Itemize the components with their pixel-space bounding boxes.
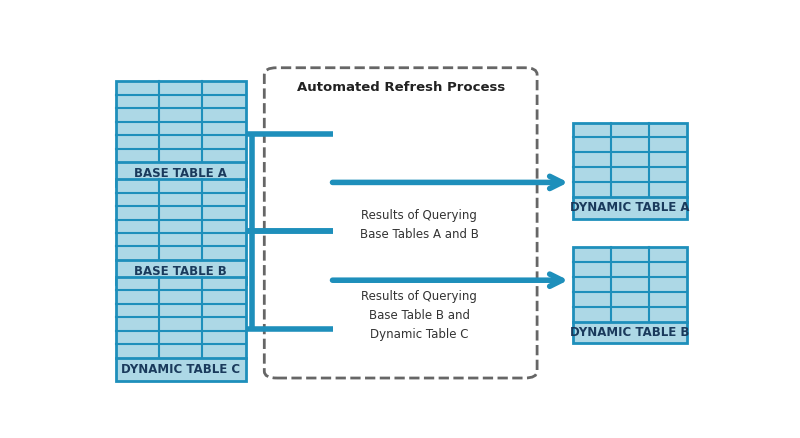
Text: DYNAMIC TABLE A: DYNAMIC TABLE A: [570, 201, 690, 214]
FancyBboxPatch shape: [115, 277, 246, 381]
FancyBboxPatch shape: [115, 179, 246, 283]
Text: BASE TABLE B: BASE TABLE B: [134, 265, 227, 278]
Text: Results of Querying
Base Table B and
Dynamic Table C: Results of Querying Base Table B and Dyn…: [362, 290, 478, 341]
Text: BASE TABLE A: BASE TABLE A: [134, 167, 227, 180]
Text: Results of Querying
Base Tables A and B: Results of Querying Base Tables A and B: [360, 208, 478, 240]
Text: Automated Refresh Process: Automated Refresh Process: [297, 81, 505, 95]
Text: DYNAMIC TABLE B: DYNAMIC TABLE B: [570, 326, 690, 339]
FancyBboxPatch shape: [115, 81, 246, 186]
FancyBboxPatch shape: [573, 123, 687, 219]
Text: DYNAMIC TABLE C: DYNAMIC TABLE C: [121, 363, 240, 376]
FancyBboxPatch shape: [573, 247, 687, 343]
